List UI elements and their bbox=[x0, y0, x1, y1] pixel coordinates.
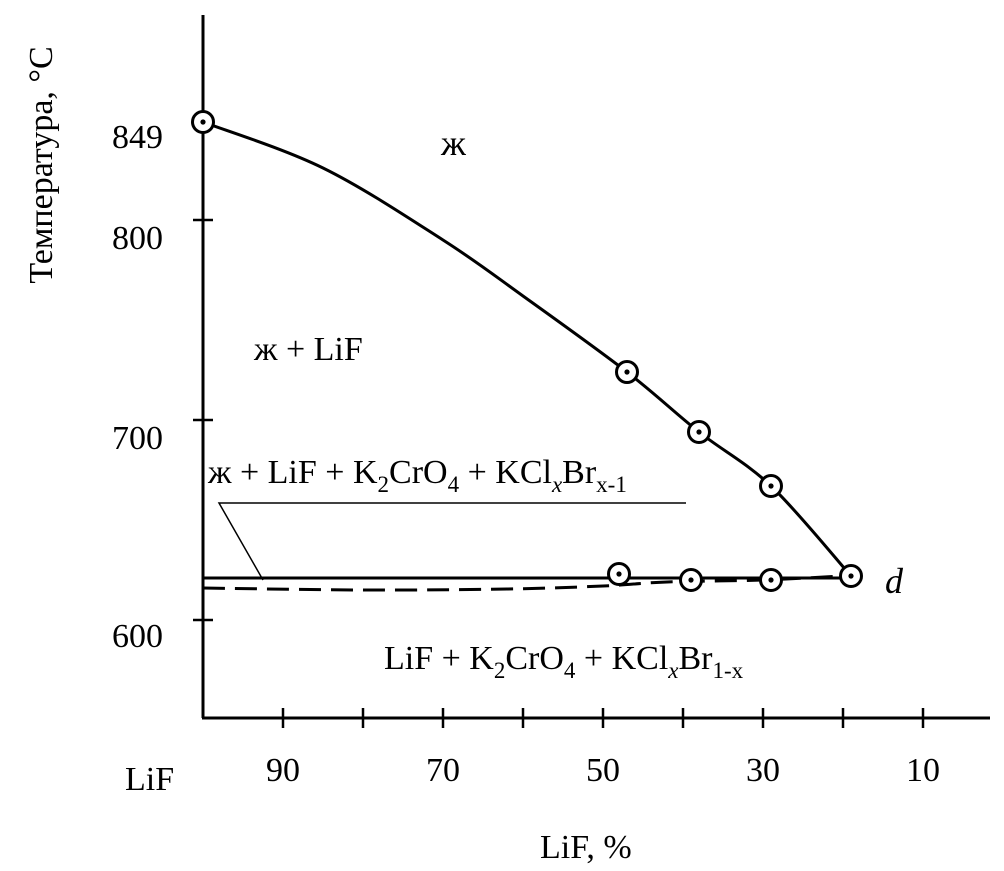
x-axis-title: LiF, % bbox=[540, 829, 632, 866]
data-point-dot-0 bbox=[200, 119, 206, 125]
dashed-boundary-line bbox=[202, 574, 844, 592]
tie-line-indicator bbox=[217, 502, 686, 581]
marked-points bbox=[191, 110, 863, 592]
point-d-label: d bbox=[885, 561, 904, 601]
data-point-dot-4 bbox=[848, 573, 854, 579]
x-tick-label-30: 30 bbox=[746, 752, 780, 789]
y-tick-label-600: 600 bbox=[112, 618, 163, 655]
data-point-dot-2 bbox=[696, 429, 702, 435]
x-tick-label-10: 10 bbox=[906, 752, 940, 789]
x-tick-marks bbox=[281, 708, 925, 728]
data-point-dot-3 bbox=[768, 483, 774, 489]
data-point-dot-7 bbox=[768, 577, 774, 583]
region-liquid-label: ж bbox=[440, 123, 467, 163]
data-point-dot-5 bbox=[616, 571, 622, 577]
x-tick-label-50: 50 bbox=[586, 752, 620, 789]
data-point-dot-6 bbox=[688, 577, 694, 583]
region-solid-label: LiF + K2CrO4 + KClxBr1-x bbox=[384, 640, 744, 683]
region-liquid-lif-label: ж + LiF bbox=[253, 331, 363, 368]
region-four-phase-label: ж + LiF + K2CrO4 + KClxBrx-1 bbox=[207, 454, 627, 497]
x-tick-label-90: 90 bbox=[266, 752, 300, 789]
y-tick-label-800: 800 bbox=[112, 220, 163, 257]
y-tick-label-849: 849 bbox=[112, 119, 163, 156]
y-tick-label-700: 700 bbox=[112, 420, 163, 457]
data-point-dot-1 bbox=[624, 369, 630, 375]
x-tick-label-70: 70 bbox=[426, 752, 460, 789]
x-axis-origin-label: LiF bbox=[125, 761, 174, 798]
y-axis-title: Температура, °C bbox=[23, 46, 60, 283]
